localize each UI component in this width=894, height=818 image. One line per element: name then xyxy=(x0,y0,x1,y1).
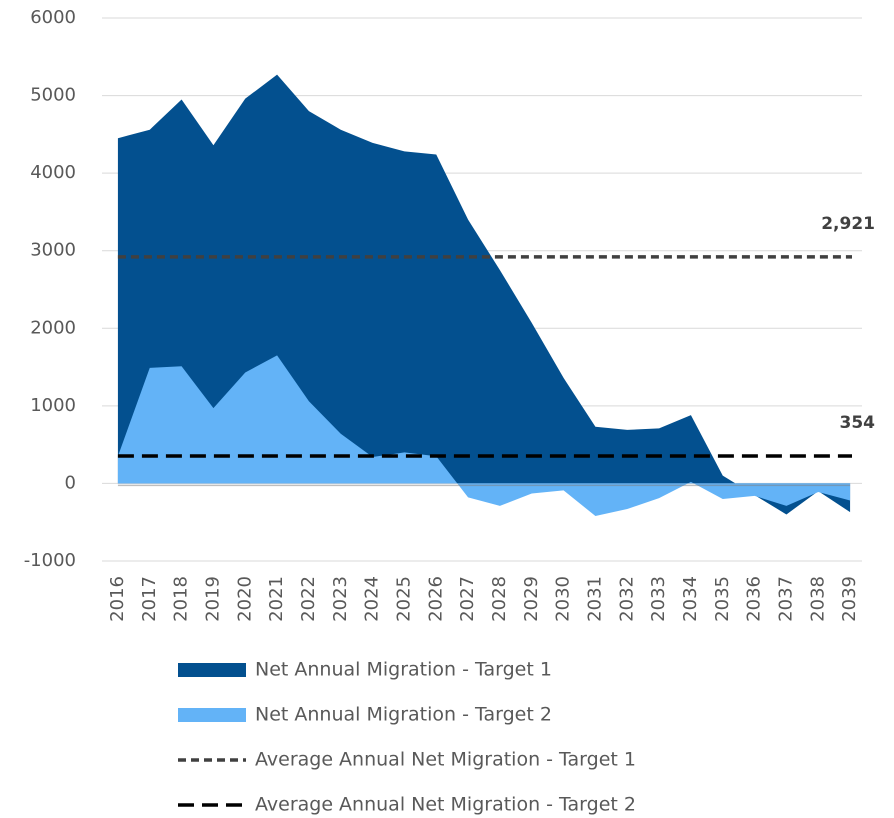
x-tick-label: 2039 xyxy=(839,576,860,622)
legend-label: Net Annual Migration - Target 1 xyxy=(255,659,552,681)
x-tick-label: 2025 xyxy=(393,576,414,622)
x-tick-label: 2026 xyxy=(425,576,446,622)
x-tick-label: 2017 xyxy=(139,576,160,622)
y-tick-label: 1000 xyxy=(30,395,76,416)
y-tick-label: 4000 xyxy=(30,162,76,183)
x-tick-label: 2030 xyxy=(553,576,574,622)
x-tick-label: 2035 xyxy=(712,576,733,622)
x-tick-label: 2021 xyxy=(266,576,287,622)
x-tick-label: 2016 xyxy=(107,576,128,622)
y-tick-label: 3000 xyxy=(30,240,76,261)
y-tick-label: -1000 xyxy=(24,550,76,571)
legend-label: Average Annual Net Migration - Target 1 xyxy=(255,749,636,771)
legend-label: Net Annual Migration - Target 2 xyxy=(255,704,552,726)
x-tick-label: 2032 xyxy=(616,576,637,622)
x-tick-label: 2018 xyxy=(171,576,192,622)
x-tick-label: 2038 xyxy=(807,576,828,622)
y-tick-label: 0 xyxy=(65,472,76,493)
x-tick-label: 2022 xyxy=(298,576,319,622)
x-tick-label: 2024 xyxy=(362,576,383,622)
value-label: 2,921 xyxy=(821,214,875,234)
x-tick-label: 2036 xyxy=(744,576,765,622)
y-tick-label: 2000 xyxy=(30,317,76,338)
x-tick-label: 2034 xyxy=(680,576,701,622)
x-tick-label: 2029 xyxy=(521,576,542,622)
x-tick-label: 2020 xyxy=(234,576,255,622)
legend-swatch xyxy=(178,708,246,722)
y-tick-label: 5000 xyxy=(30,85,76,106)
x-tick-label: 2033 xyxy=(648,576,669,622)
area xyxy=(117,355,851,517)
x-tick-label: 2037 xyxy=(775,576,796,622)
y-tick-label: 6000 xyxy=(30,7,76,28)
legend-swatch xyxy=(178,663,246,677)
value-label: 354 xyxy=(840,413,876,433)
x-tick-label: 2031 xyxy=(584,576,605,622)
x-tick-label: 2027 xyxy=(457,576,478,622)
x-tick-label: 2019 xyxy=(202,576,223,622)
legend-label: Average Annual Net Migration - Target 2 xyxy=(255,794,636,816)
x-tick-label: 2028 xyxy=(489,576,510,622)
x-tick-label: 2023 xyxy=(330,576,351,622)
